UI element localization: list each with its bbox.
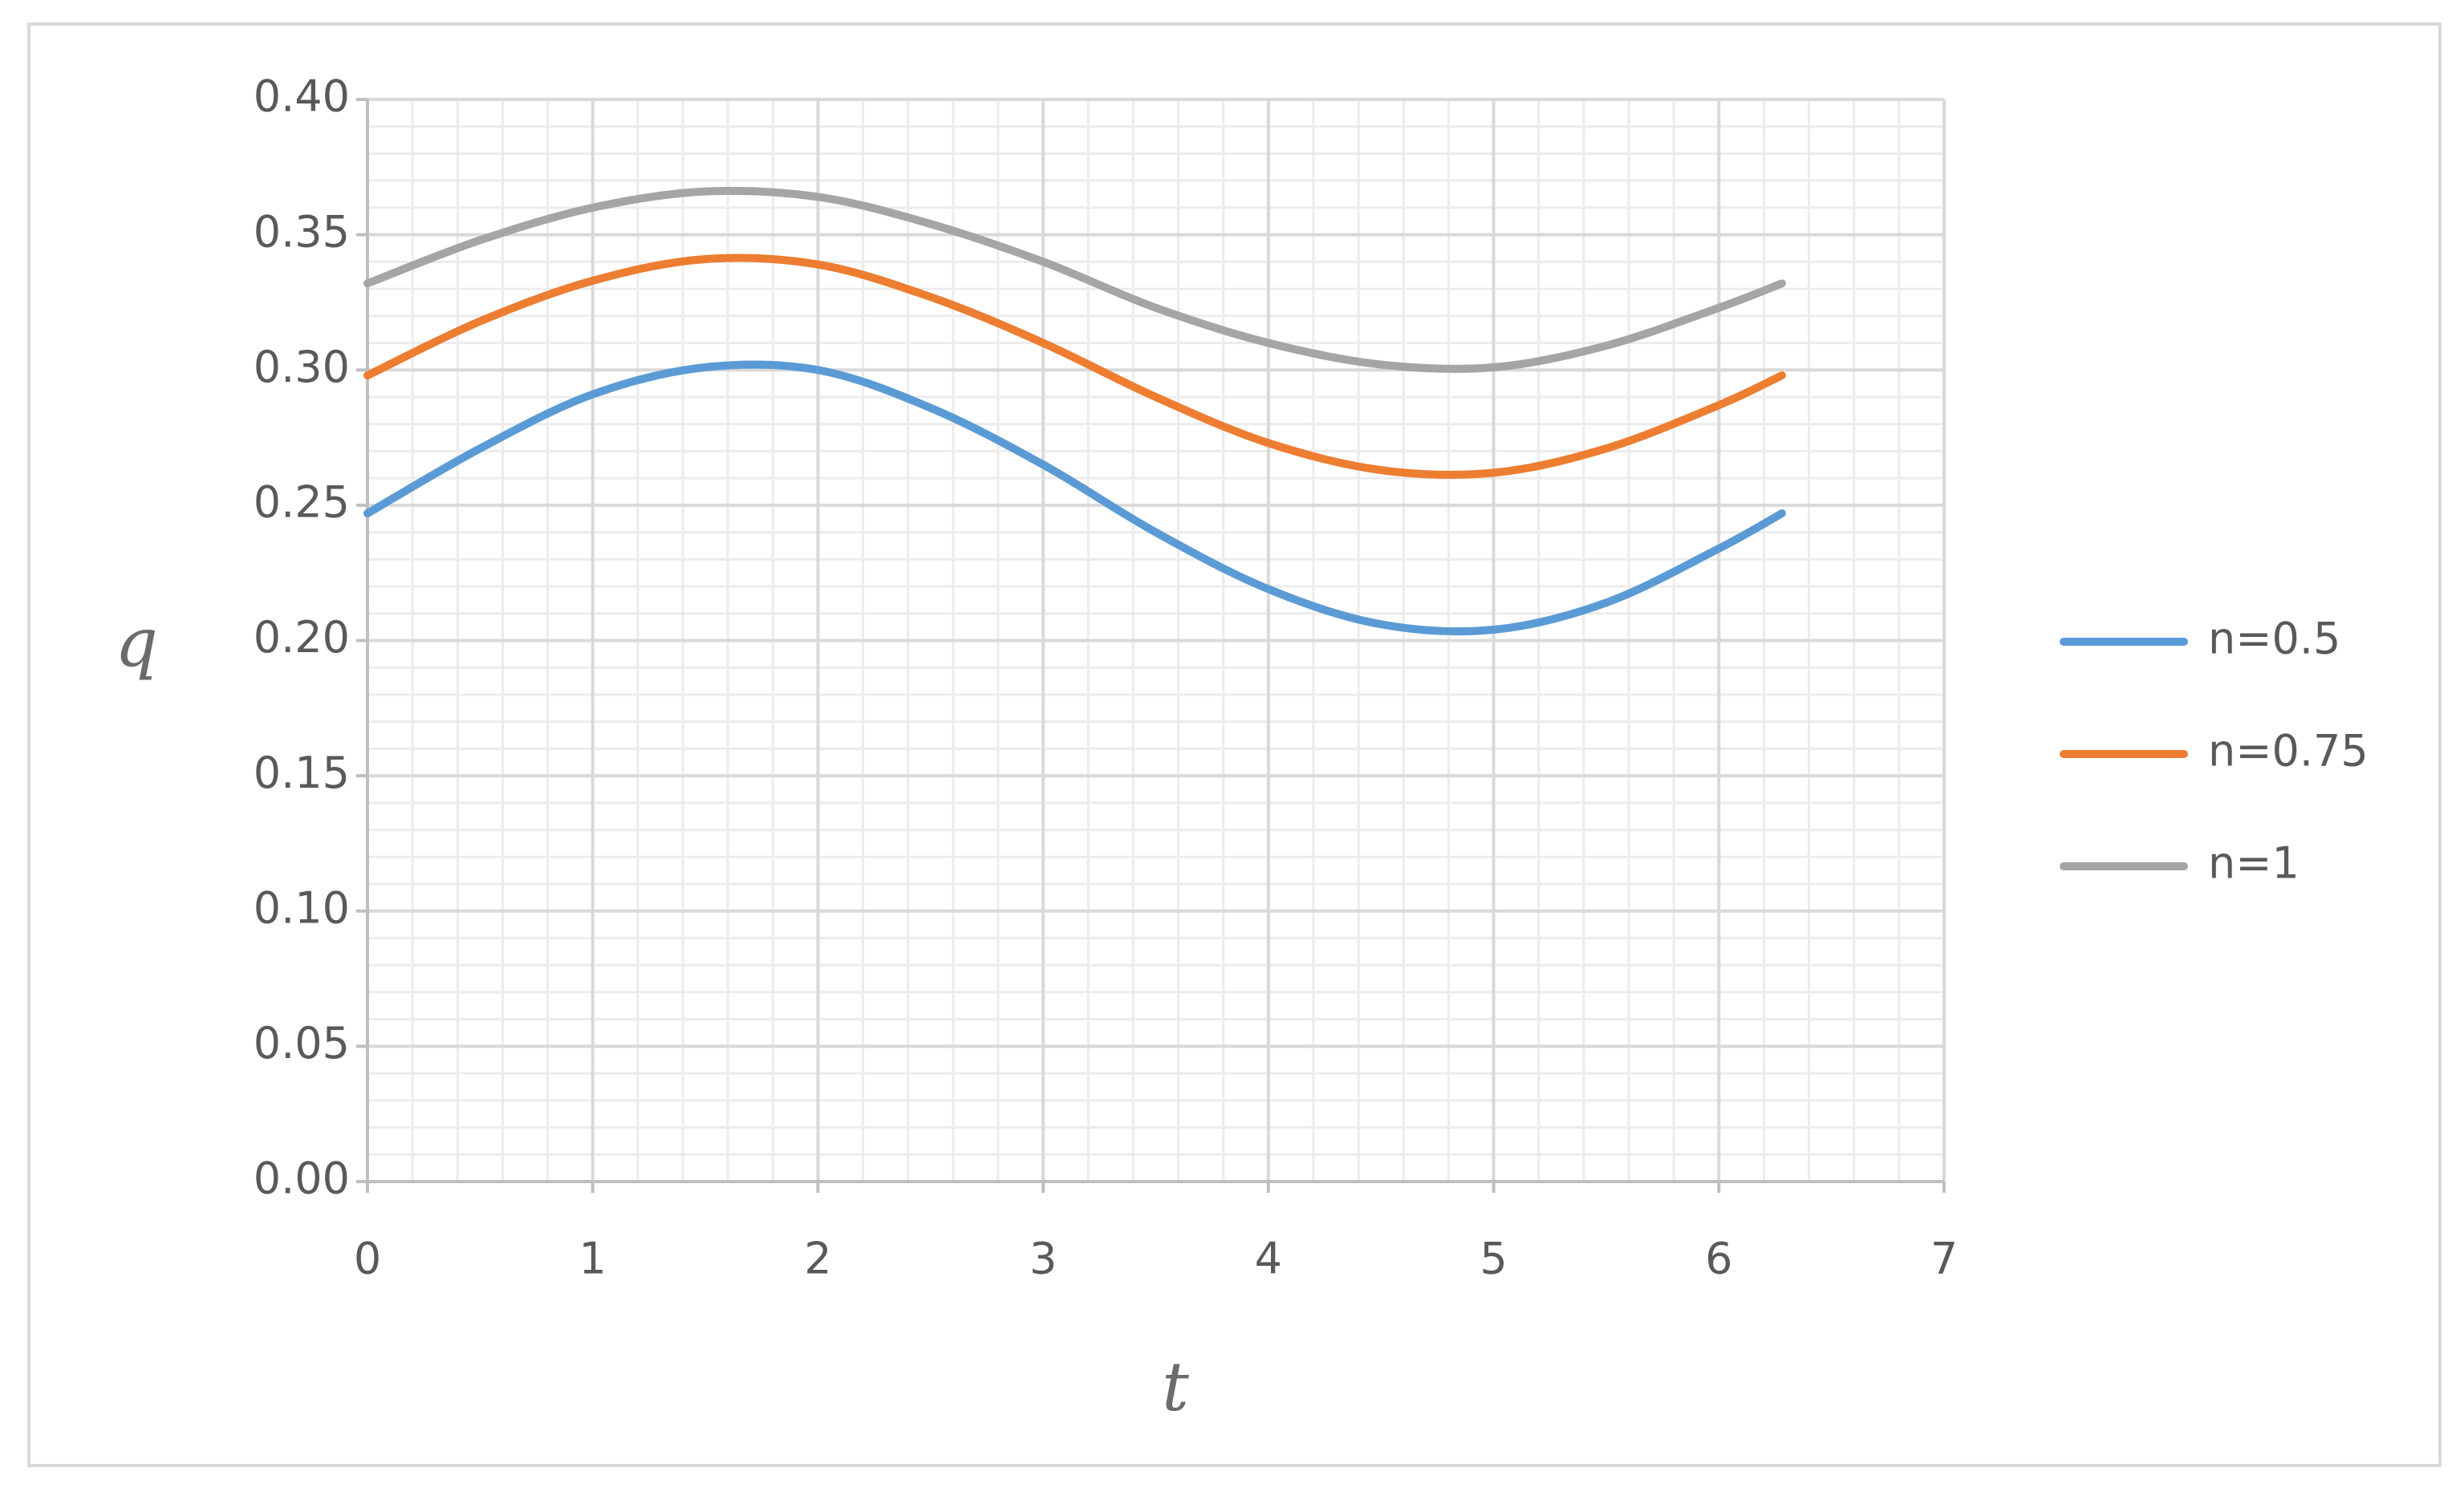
x-tick-label: 6 <box>1705 1234 1732 1284</box>
grid <box>366 98 1946 1183</box>
legend-label: n=0.75 <box>2208 726 2369 776</box>
x-tick-label: 0 <box>354 1234 381 1284</box>
y-tick-label: 0.05 <box>254 1018 350 1068</box>
y-tick-label: 0.40 <box>254 71 350 122</box>
x-tick-label: 4 <box>1255 1234 1282 1284</box>
y-tick-label: 0.20 <box>254 612 350 663</box>
x-axis-title: t <box>1162 1348 1189 1426</box>
x-tick-label: 5 <box>1480 1234 1507 1284</box>
legend-label: n=0.5 <box>2208 614 2340 664</box>
x-tick-label: 1 <box>579 1234 607 1284</box>
y-tick-label: 0.35 <box>254 206 350 257</box>
chart-frame <box>27 22 2442 1467</box>
x-tick-label: 3 <box>1029 1234 1057 1284</box>
x-tick-label: 7 <box>1930 1234 1958 1284</box>
series-line <box>363 360 1786 636</box>
y-tick-label: 0.25 <box>254 477 350 528</box>
y-tick-label: 0.00 <box>254 1154 350 1204</box>
series-line <box>363 186 1786 373</box>
legend-label: n=1 <box>2208 838 2300 889</box>
y-tick-label: 0.10 <box>254 882 350 933</box>
x-tick-label: 2 <box>804 1234 831 1284</box>
y-tick-label: 0.15 <box>254 748 350 798</box>
y-tick-label: 0.30 <box>254 342 350 392</box>
y-axis-title: q <box>115 603 158 682</box>
series-line <box>363 253 1786 479</box>
